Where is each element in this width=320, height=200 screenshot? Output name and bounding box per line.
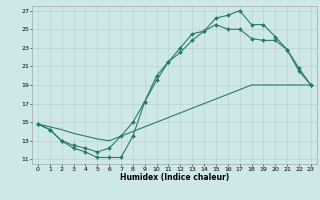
X-axis label: Humidex (Indice chaleur): Humidex (Indice chaleur) — [120, 173, 229, 182]
